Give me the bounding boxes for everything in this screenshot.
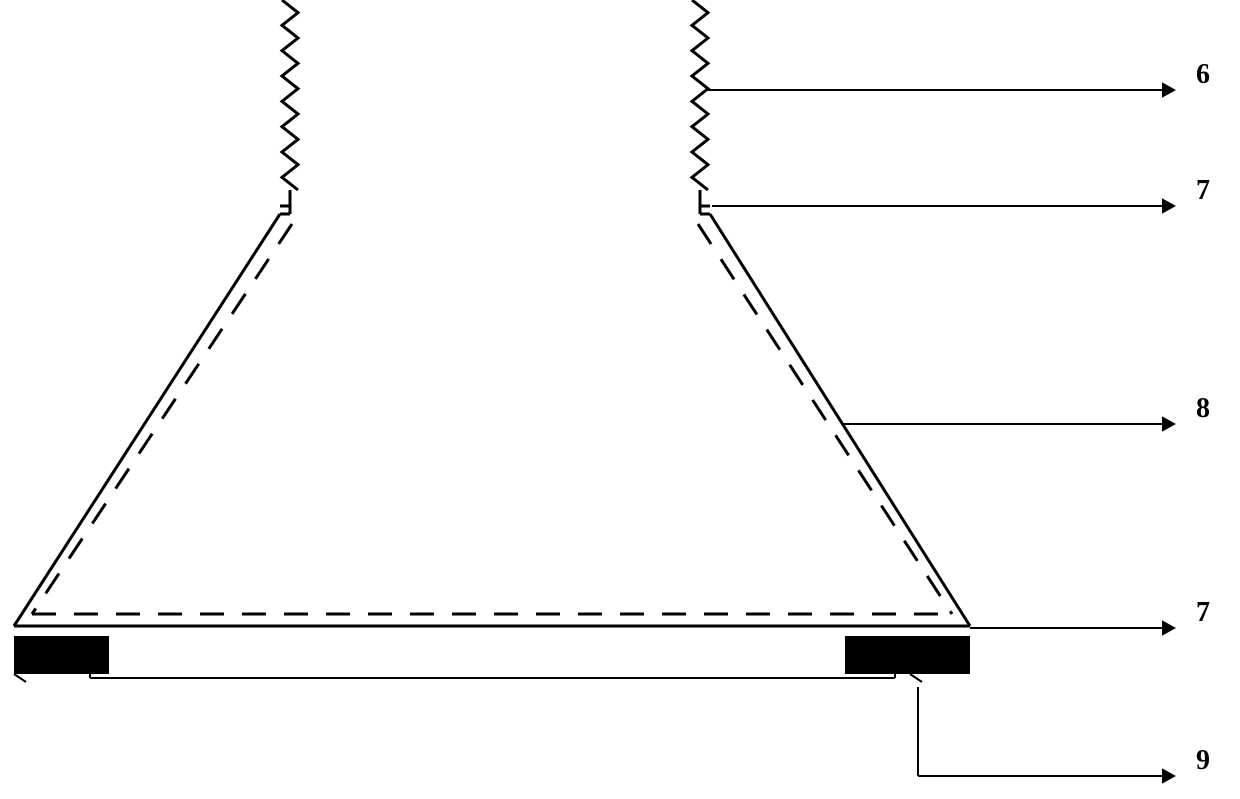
label-7-bottom: 7 [1196, 597, 1210, 629]
label-7-top: 7 [1196, 175, 1210, 207]
technical-diagram [0, 0, 1240, 799]
label-8: 8 [1196, 393, 1210, 425]
label-6: 6 [1196, 59, 1210, 91]
label-9: 9 [1196, 745, 1210, 777]
